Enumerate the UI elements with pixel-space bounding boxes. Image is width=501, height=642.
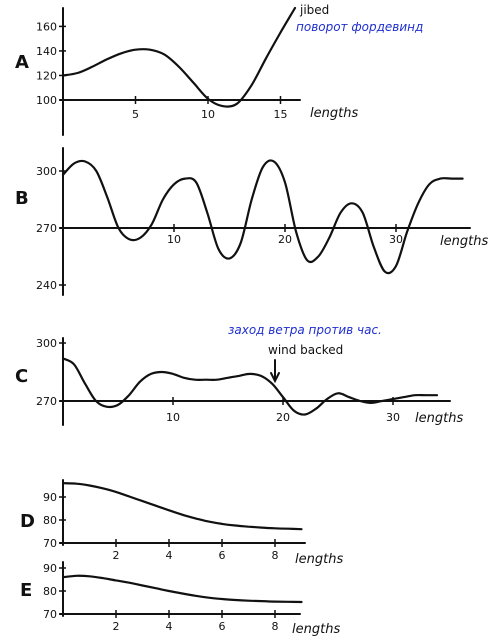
annotation-arrowhead <box>270 372 280 384</box>
y-tick-label: 270 <box>36 395 57 408</box>
y-tick-label: 80 <box>43 585 57 598</box>
x-tick-label: 20 <box>278 233 292 246</box>
y-tick-label: 240 <box>36 279 57 292</box>
y-tick-label: 270 <box>36 222 57 235</box>
x-tick-label: 2 <box>113 549 120 562</box>
panel-d: D 70 80 90 2 4 6 8 lengths <box>20 479 343 567</box>
y-tick-label: 100 <box>36 94 57 107</box>
y-tick-label: 90 <box>43 491 57 504</box>
x-tick-label: 6 <box>219 549 226 562</box>
x-tick-label: 20 <box>276 411 290 424</box>
x-tick-label: 15 <box>274 108 288 121</box>
series-line-c <box>61 357 439 416</box>
panel-b: B 240 270 300 10 20 30 lengths <box>15 147 488 296</box>
y-tick-label: 160 <box>36 20 57 33</box>
x-tick-label: 10 <box>166 411 180 424</box>
panel-a: A 100 120 140 160 5 10 15 lengths jibed поворот фо… <box>15 3 423 136</box>
x-tick-label: 30 <box>389 233 403 246</box>
y-tick-label: 70 <box>43 537 57 550</box>
annotation-jibed-translation: поворот фордевинд <box>296 20 423 34</box>
series-line-a <box>61 6 297 108</box>
annotation-jibed: jibed <box>299 3 329 17</box>
panel-c: C 270 300 10 20 30 lengths заход ветра против ч… <box>15 323 463 426</box>
y-tick-label: 300 <box>36 337 57 350</box>
x-tick-label: 2 <box>113 620 120 633</box>
x-tick-label: 8 <box>272 549 279 562</box>
panel-label-e: E <box>20 580 32 601</box>
x-tick-label: 6 <box>219 620 226 633</box>
annotation-wind-backed-translation: заход ветра против час. <box>228 323 382 337</box>
x-tick-label: 10 <box>201 108 215 121</box>
x-unit-label: lengths <box>310 106 358 121</box>
x-tick-label: 8 <box>272 620 279 633</box>
x-unit-label: lengths <box>292 622 340 637</box>
series-line-d <box>61 482 303 531</box>
x-tick-label: 4 <box>166 549 173 562</box>
panel-label-a: A <box>15 52 29 73</box>
annotation-wind-backed: wind backed <box>268 343 343 357</box>
panel-label-b: B <box>15 188 29 209</box>
y-tick-label: 70 <box>43 608 57 621</box>
y-tick-label: 80 <box>43 514 57 527</box>
panel-e: E 70 80 90 2 4 6 8 lengths <box>20 561 340 637</box>
panel-label-d: D <box>20 511 35 532</box>
x-unit-label: lengths <box>440 234 488 249</box>
series-line-e <box>61 574 303 604</box>
x-tick-label: 10 <box>167 233 181 246</box>
y-tick-label: 90 <box>43 562 57 575</box>
x-unit-label: lengths <box>415 411 463 426</box>
x-unit-label: lengths <box>295 552 343 567</box>
y-tick-label: 140 <box>36 45 57 58</box>
panel-label-c: C <box>15 366 28 387</box>
y-tick-label: 300 <box>36 165 57 178</box>
y-tick-label: 120 <box>36 69 57 82</box>
x-tick-label: 4 <box>166 620 173 633</box>
series-line-b <box>61 159 464 275</box>
x-tick-label: 30 <box>386 411 400 424</box>
x-tick-label: 5 <box>132 108 139 121</box>
